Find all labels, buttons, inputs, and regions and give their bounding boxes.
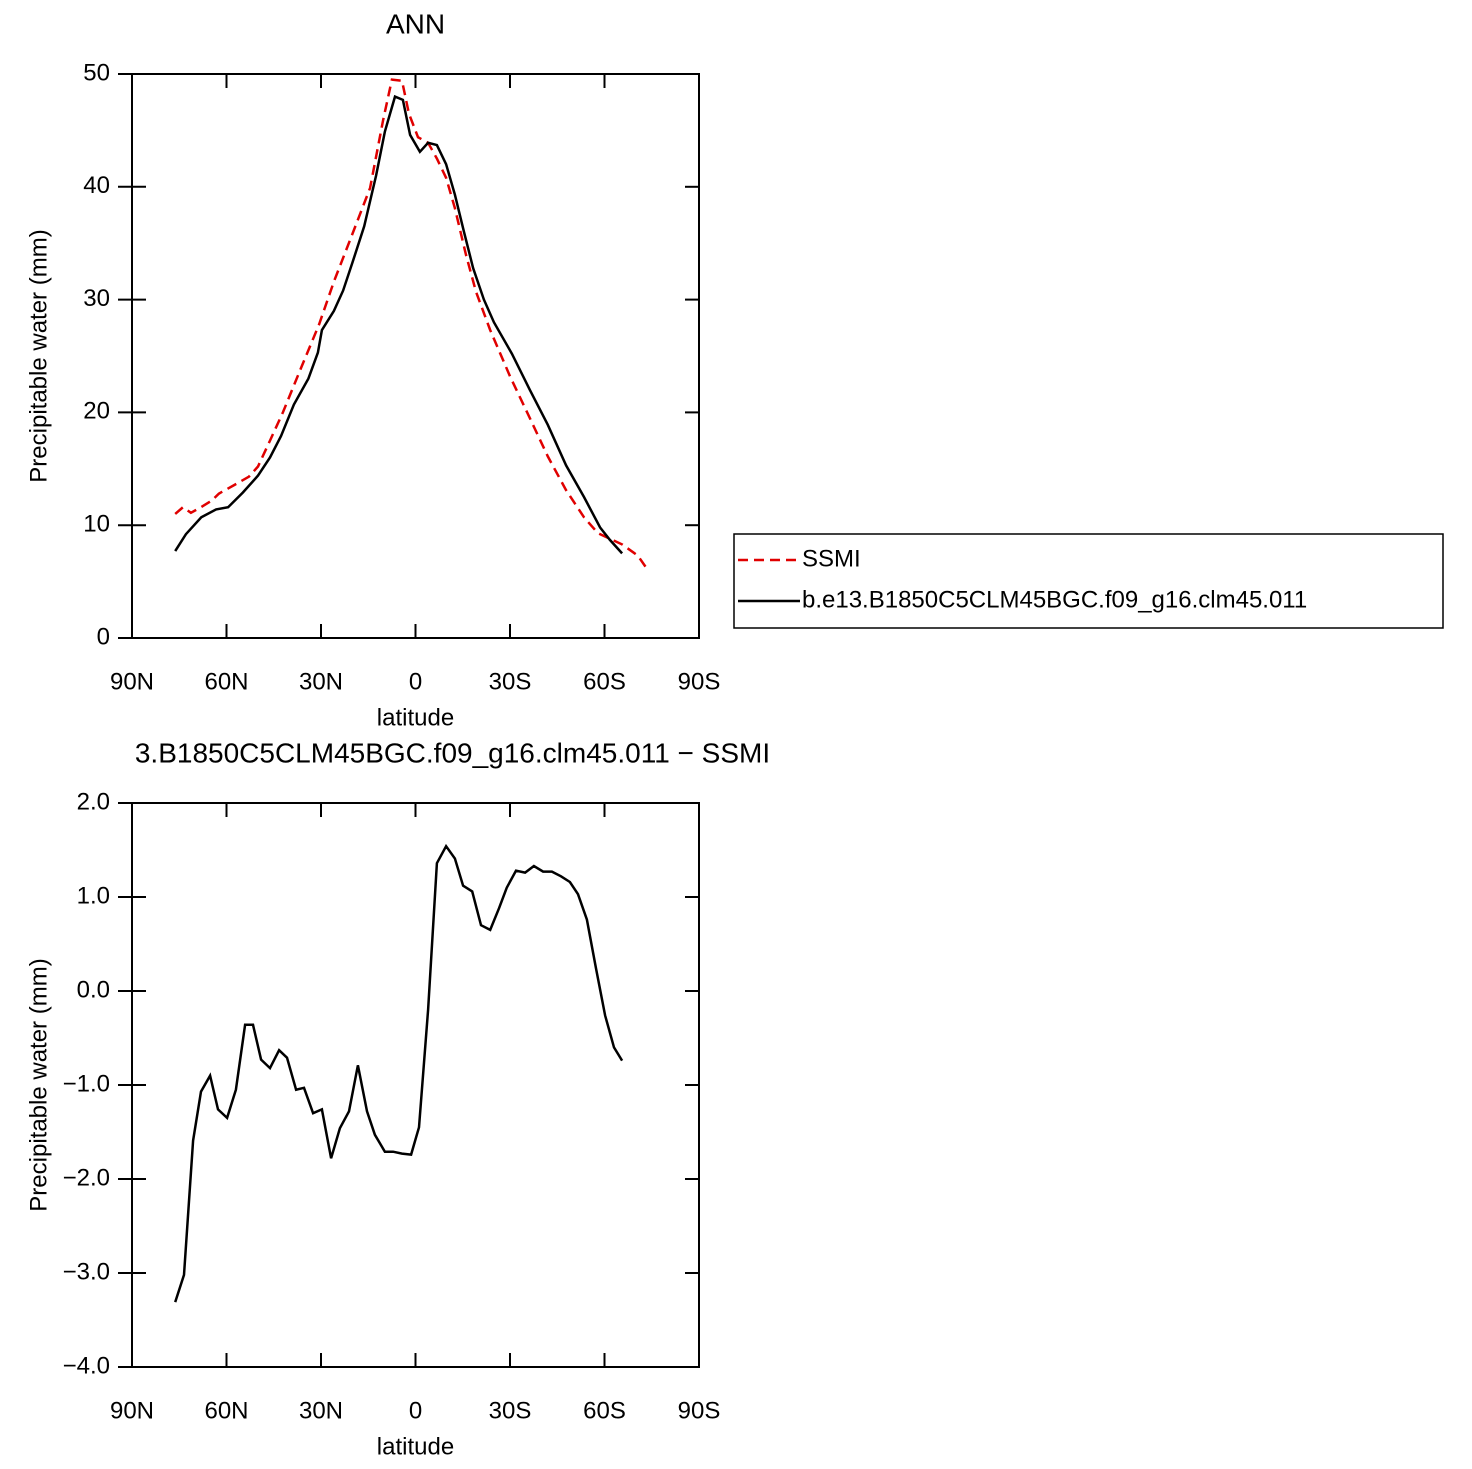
x-tick-label: 30S	[489, 668, 532, 695]
y-tick-label: −1.0	[63, 1070, 110, 1097]
x-tick-label: 0	[409, 668, 422, 695]
plot-frame	[131, 73, 700, 639]
x-tick-label: 60S	[583, 668, 626, 695]
x-axis-label: latitude	[377, 704, 454, 731]
y-tick-label: −3.0	[63, 1258, 110, 1285]
x-axis-label: latitude	[377, 1433, 454, 1460]
legend-label: b.e13.B1850C5CLM45BGC.f09_g16.clm45.011	[802, 586, 1307, 613]
y-axis-label: Precipitable water (mm)	[25, 958, 52, 1211]
x-tick-label: 30N	[299, 1397, 343, 1424]
data-line	[174, 94, 624, 555]
y-tick-label: 30	[83, 285, 110, 312]
y-tick-label: −4.0	[63, 1352, 110, 1379]
x-tick-label: 60N	[204, 1397, 248, 1424]
chart-title: 3.B1850C5CLM45BGC.f09_g16.clm45.011 − SS…	[135, 737, 770, 768]
x-tick-label: 90N	[110, 1397, 154, 1424]
y-tick-label: 2.0	[77, 788, 110, 815]
chart-title: ANN	[386, 8, 445, 39]
legend-box	[733, 533, 1444, 629]
x-tick-label: 90S	[678, 1397, 721, 1424]
y-tick-label: 20	[83, 398, 110, 425]
legend-label: SSMI	[802, 545, 861, 572]
y-tick-label: 40	[83, 172, 110, 199]
x-tick-label: 60S	[583, 1397, 626, 1424]
y-tick-label: 0	[97, 623, 110, 650]
x-tick-label: 30S	[489, 1397, 532, 1424]
y-tick-label: 1.0	[77, 882, 110, 909]
y-tick-label: 0.0	[77, 976, 110, 1003]
data-line	[174, 78, 650, 572]
x-tick-label: 0	[409, 1397, 422, 1424]
x-tick-label: 60N	[204, 668, 248, 695]
x-tick-label: 90N	[110, 668, 154, 695]
x-tick-label: 30N	[299, 668, 343, 695]
y-axis-label: Precipitable water (mm)	[25, 229, 52, 482]
plot-frame	[131, 802, 700, 1368]
y-tick-label: −2.0	[63, 1164, 110, 1191]
y-tick-label: 10	[83, 511, 110, 538]
x-tick-label: 90S	[678, 668, 721, 695]
data-line	[174, 843, 624, 1303]
y-tick-label: 50	[83, 59, 110, 86]
